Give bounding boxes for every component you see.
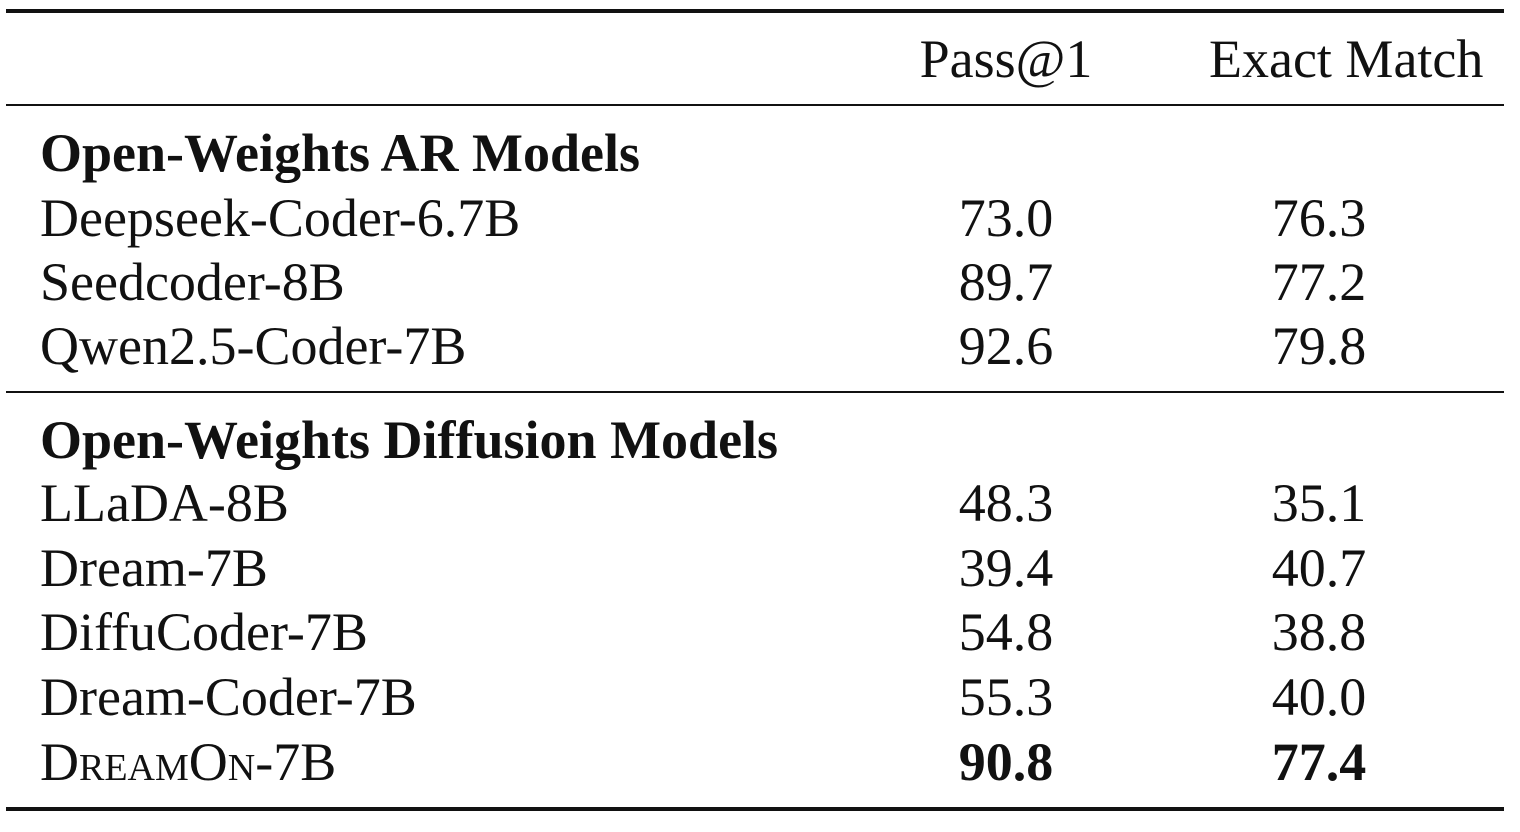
row-pass1: 54.8 — [958, 602, 1054, 662]
bottom-rule — [6, 807, 1504, 811]
column-header-exact-match: Exact Match — [1209, 29, 1484, 89]
header-rule — [6, 104, 1504, 106]
row-pass1: 55.3 — [958, 667, 1054, 727]
row-pass1: 48.3 — [958, 473, 1054, 533]
row-label: LLaDA-8B — [40, 473, 289, 533]
row-exact-match: 35.1 — [1271, 473, 1367, 533]
row-label: Dream-Coder-7B — [40, 667, 417, 727]
row-exact-match-best: 77.4 — [1271, 732, 1367, 792]
row-exact-match: 40.7 — [1271, 538, 1367, 598]
row-exact-match: 77.2 — [1271, 252, 1367, 312]
row-label: Deepseek-Coder-6.7B — [40, 188, 521, 248]
row-pass1: 39.4 — [958, 538, 1054, 598]
group-title-diffusion-models: Open-Weights Diffusion Models — [40, 410, 779, 470]
row-exact-match: 76.3 — [1271, 188, 1367, 248]
row-label: DiffuCoder-7B — [40, 602, 368, 662]
row-pass1: 92.6 — [958, 316, 1054, 376]
row-pass1: 73.0 — [958, 188, 1054, 248]
row-pass1: 89.7 — [958, 252, 1054, 312]
row-label: Qwen2.5-Coder-7B — [40, 316, 467, 376]
group-separator-rule — [6, 391, 1504, 393]
column-header-pass1: Pass@1 — [919, 29, 1093, 89]
row-label: Seedcoder-8B — [40, 252, 345, 312]
row-exact-match: 79.8 — [1271, 316, 1367, 376]
row-exact-match: 38.8 — [1271, 602, 1367, 662]
group-title-ar-models: Open-Weights AR Models — [40, 123, 641, 183]
row-label: Dream-7B — [40, 538, 268, 598]
top-rule — [6, 9, 1504, 13]
row-pass1-best: 90.8 — [958, 732, 1054, 792]
row-label-dreamon: DreamOn-7B — [40, 732, 337, 792]
row-exact-match: 40.0 — [1271, 667, 1367, 727]
